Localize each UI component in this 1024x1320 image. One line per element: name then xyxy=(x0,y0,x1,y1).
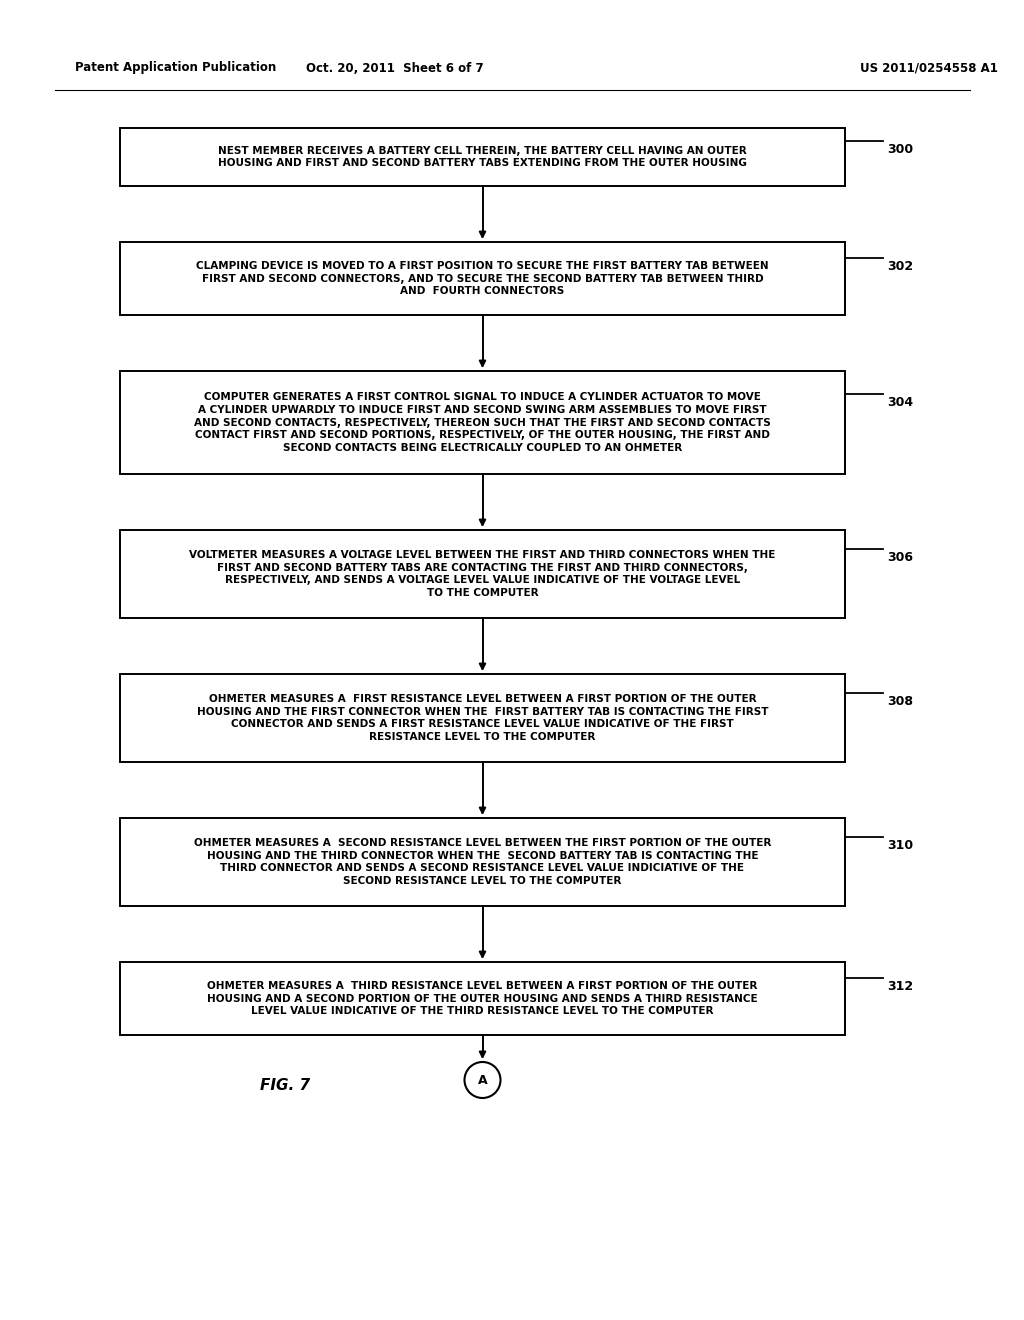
Text: 306: 306 xyxy=(887,552,913,565)
Text: Oct. 20, 2011  Sheet 6 of 7: Oct. 20, 2011 Sheet 6 of 7 xyxy=(306,62,483,74)
Text: 312: 312 xyxy=(887,979,913,993)
Bar xyxy=(120,128,845,186)
Bar xyxy=(120,371,845,474)
Text: OHMETER MEASURES A  THIRD RESISTANCE LEVEL BETWEEN A FIRST PORTION OF THE OUTER
: OHMETER MEASURES A THIRD RESISTANCE LEVE… xyxy=(207,981,758,1016)
Bar xyxy=(120,675,845,762)
Text: A: A xyxy=(477,1073,487,1086)
Text: 300: 300 xyxy=(887,143,913,156)
Bar xyxy=(120,242,845,315)
Text: US 2011/0254558 A1: US 2011/0254558 A1 xyxy=(860,62,997,74)
Text: OHMETER MEASURES A  FIRST RESISTANCE LEVEL BETWEEN A FIRST PORTION OF THE OUTER
: OHMETER MEASURES A FIRST RESISTANCE LEVE… xyxy=(197,694,768,742)
Text: NEST MEMBER RECEIVES A BATTERY CELL THEREIN, THE BATTERY CELL HAVING AN OUTER
HO: NEST MEMBER RECEIVES A BATTERY CELL THER… xyxy=(218,145,746,169)
Text: 310: 310 xyxy=(887,840,913,853)
Text: 308: 308 xyxy=(887,696,913,709)
Text: 302: 302 xyxy=(887,260,913,273)
Text: COMPUTER GENERATES A FIRST CONTROL SIGNAL TO INDUCE A CYLINDER ACTUATOR TO MOVE
: COMPUTER GENERATES A FIRST CONTROL SIGNA… xyxy=(195,392,771,453)
Text: CLAMPING DEVICE IS MOVED TO A FIRST POSITION TO SECURE THE FIRST BATTERY TAB BET: CLAMPING DEVICE IS MOVED TO A FIRST POSI… xyxy=(197,261,769,296)
Bar xyxy=(120,818,845,906)
Text: 304: 304 xyxy=(887,396,913,409)
Text: VOLTMETER MEASURES A VOLTAGE LEVEL BETWEEN THE FIRST AND THIRD CONNECTORS WHEN T: VOLTMETER MEASURES A VOLTAGE LEVEL BETWE… xyxy=(189,550,776,598)
Text: Patent Application Publication: Patent Application Publication xyxy=(75,62,276,74)
Bar xyxy=(120,531,845,618)
Text: OHMETER MEASURES A  SECOND RESISTANCE LEVEL BETWEEN THE FIRST PORTION OF THE OUT: OHMETER MEASURES A SECOND RESISTANCE LEV… xyxy=(194,838,771,886)
Text: FIG. 7: FIG. 7 xyxy=(260,1077,310,1093)
Bar xyxy=(120,962,845,1035)
